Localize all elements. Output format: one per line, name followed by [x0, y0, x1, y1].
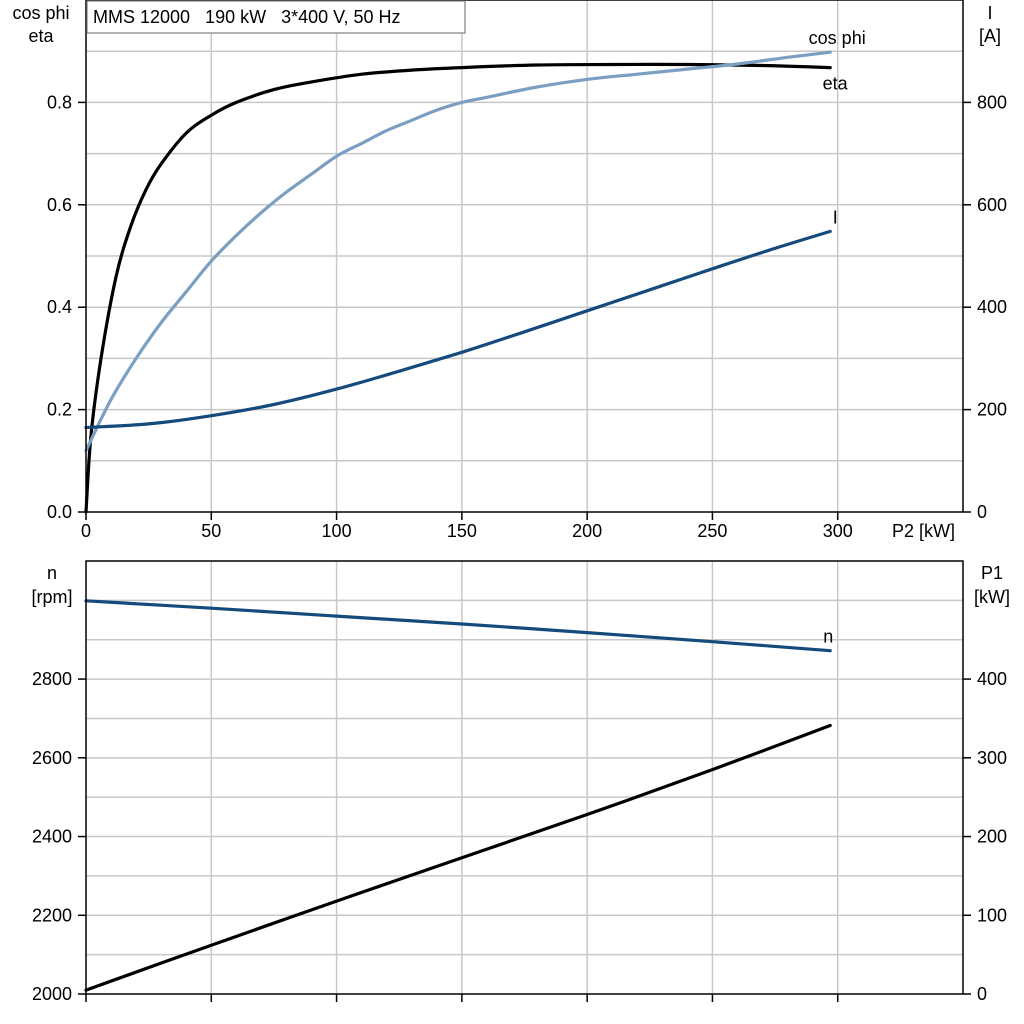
top-left-tick-label: 0.6 — [47, 195, 72, 215]
curves — [84, 50, 832, 992]
bottom-left-tick-label: 2200 — [32, 905, 72, 925]
cos-phi-series-label: cos phi — [809, 28, 866, 48]
top-left-tick-label: 0.0 — [47, 502, 72, 522]
top-right-tick-label: 400 — [977, 297, 1007, 317]
x-tick-label: 150 — [447, 521, 477, 541]
axis-ticks — [78, 101, 971, 1002]
current-curve — [84, 229, 832, 430]
chart-title: MMS 12000 190 kW 3*400 V, 50 Hz — [93, 7, 401, 27]
x-tick-label: 100 — [322, 521, 352, 541]
x-tick-label: 0 — [81, 521, 91, 541]
title-box — [86, 0, 466, 34]
top-panel-frame — [85, 0, 964, 513]
speed-curve — [84, 599, 832, 653]
cos-phi-curve — [84, 50, 832, 453]
top-left-tick-label: 0.2 — [47, 400, 72, 420]
bottom-left-axis-label-1: n — [47, 563, 57, 583]
bottom-left-tick-label: 2800 — [32, 669, 72, 689]
current-series-label: I — [833, 207, 838, 227]
top-right-tick-label: 800 — [977, 92, 1007, 112]
bottom-right-tick-label: 0 — [977, 984, 987, 1004]
bottom-left-tick-label: 2600 — [32, 748, 72, 768]
x-tick-label: 200 — [572, 521, 602, 541]
panel-frames — [85, 0, 964, 995]
bottom-left-tick-label: 2000 — [32, 984, 72, 1004]
top-right-axis-label-1: I — [987, 3, 992, 23]
eta-curve — [84, 62, 832, 514]
bottom-right-axis-label-1: P1 — [981, 563, 1003, 583]
x-axis-label: P2 [kW] — [892, 521, 955, 541]
top-left-tick-label: 0.8 — [47, 92, 72, 112]
bottom-right-tick-label: 200 — [977, 827, 1007, 847]
eta-series-label: eta — [823, 74, 849, 94]
bottom-panel-frame — [85, 560, 964, 995]
bottom-right-axis-label-2: [kW] — [974, 587, 1010, 607]
x-tick-label: 300 — [823, 521, 853, 541]
top-right-tick-label: 600 — [977, 195, 1007, 215]
bottom-right-tick-label: 100 — [977, 905, 1007, 925]
p1-curve — [84, 723, 832, 992]
series-labels: cos phi eta In — [809, 28, 866, 647]
top-right-tick-label: 200 — [977, 400, 1007, 420]
top-left-tick-label: 0.4 — [47, 297, 72, 317]
top-right-axis-label-2: [A] — [979, 26, 1001, 46]
bottom-right-tick-label: 400 — [977, 669, 1007, 689]
x-tick-label: 250 — [697, 521, 727, 541]
bottom-right-tick-label: 300 — [977, 748, 1007, 768]
bottom-left-tick-label: 2400 — [32, 827, 72, 847]
speed-series-label: n — [823, 627, 833, 647]
top-left-axis-label-1: cos phi — [12, 3, 69, 23]
top-right-tick-label: 0 — [977, 502, 987, 522]
tick-labels: 0 50 100 150 200 250 300 0.0 0.2 0.4 0.6 0.8 0 200 400… — [32, 92, 1007, 1004]
top-panel-grid — [86, 0, 963, 512]
bottom-left-axis-label-2: [rpm] — [31, 587, 72, 607]
top-left-axis-label-2: eta — [28, 26, 54, 46]
x-tick-label: 50 — [201, 521, 221, 541]
